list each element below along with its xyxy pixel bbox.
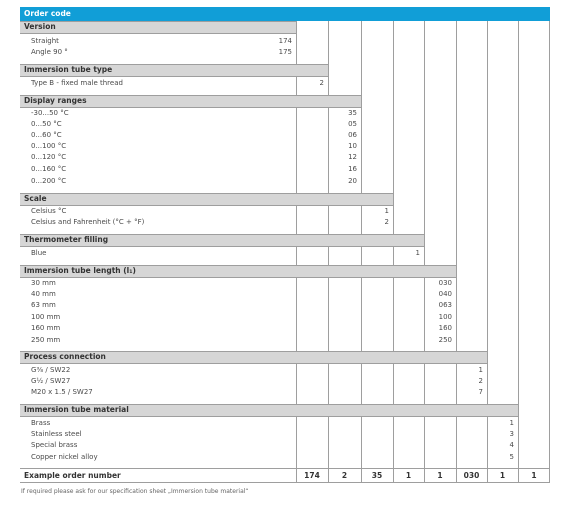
section-header-thermometer-filling: Thermometer filling bbox=[20, 234, 424, 246]
option-label: -30...50 °C bbox=[31, 109, 69, 117]
column-rule bbox=[393, 21, 394, 482]
option-code: 5 bbox=[509, 453, 514, 461]
option-code: 4 bbox=[509, 441, 514, 449]
option-label: Blue bbox=[31, 249, 47, 257]
option-code: 7 bbox=[478, 388, 483, 396]
column-rule bbox=[518, 21, 519, 482]
section-header-immersion-tube-type: Immersion tube type bbox=[20, 64, 328, 76]
option-code: 05 bbox=[348, 120, 357, 128]
section-header-display-ranges: Display ranges bbox=[20, 95, 361, 107]
column-rule bbox=[456, 21, 457, 482]
option-label: 0...120 °C bbox=[31, 153, 67, 161]
example-code-cell: 1 bbox=[437, 471, 443, 480]
option-code: 174 bbox=[278, 37, 292, 45]
option-label: 0...160 °C bbox=[31, 165, 67, 173]
section-rule bbox=[20, 193, 393, 194]
footnote: If required please ask for our specifica… bbox=[21, 488, 249, 495]
section-rule bbox=[20, 363, 487, 364]
option-label: Stainless steel bbox=[31, 430, 82, 438]
option-code: 063 bbox=[438, 301, 452, 309]
option-code: 040 bbox=[438, 290, 452, 298]
option-label: 30 mm bbox=[31, 279, 56, 287]
option-code: 250 bbox=[438, 336, 452, 344]
example-code-cell: 030 bbox=[463, 471, 480, 480]
option-code: 160 bbox=[438, 324, 452, 332]
option-label: 0...200 °C bbox=[31, 177, 67, 185]
example-code-cell: 1 bbox=[499, 471, 506, 480]
option-code: 030 bbox=[438, 279, 452, 287]
option-label: M20 x 1.5 / SW27 bbox=[31, 388, 93, 396]
option-label: Brass bbox=[31, 419, 51, 427]
section-rule bbox=[20, 95, 361, 96]
option-label: G½ / SW27 bbox=[31, 377, 71, 385]
option-label: 0...100 °C bbox=[31, 142, 67, 150]
section-rule bbox=[20, 234, 424, 235]
option-label: Celsius °C bbox=[31, 207, 67, 215]
option-label: 250 mm bbox=[31, 336, 61, 344]
option-code: 1 bbox=[415, 249, 420, 257]
option-code: 1 bbox=[384, 207, 389, 215]
option-label: 0...50 °C bbox=[31, 120, 62, 128]
example-code-cell: 1 bbox=[531, 471, 537, 480]
option-label: Special brass bbox=[31, 441, 78, 449]
section-rule bbox=[20, 76, 328, 77]
column-rule bbox=[296, 21, 297, 482]
section-rule bbox=[20, 416, 518, 417]
column-rule bbox=[328, 21, 329, 482]
example-code-cell: 2 bbox=[341, 471, 348, 480]
option-code: 16 bbox=[348, 165, 357, 173]
example-row-top-rule bbox=[20, 468, 550, 469]
option-code: 1 bbox=[509, 419, 514, 427]
column-rule bbox=[424, 21, 425, 482]
example-row-bottom-rule bbox=[20, 482, 550, 483]
column-rule bbox=[361, 21, 362, 482]
option-code: 100 bbox=[438, 313, 452, 321]
option-label: 40 mm bbox=[31, 290, 56, 298]
section-header-process-connection: Process connection bbox=[20, 351, 487, 363]
section-header-version: Version bbox=[20, 21, 296, 33]
option-code: 2 bbox=[384, 218, 389, 226]
section-rule bbox=[20, 21, 296, 22]
section-rule bbox=[20, 265, 456, 266]
option-label: Celsius and Fahrenheit (°C + °F) bbox=[31, 218, 145, 226]
section-rule bbox=[20, 246, 424, 247]
order-code-table: Order code Version Straight 174 Angle 90 ° 17… bbox=[20, 7, 550, 484]
order-code-header: Order code bbox=[20, 7, 550, 21]
option-label: 100 mm bbox=[31, 313, 61, 321]
section-header-immersion-tube-material: Immersion tube material bbox=[20, 404, 518, 416]
section-rule bbox=[20, 404, 518, 405]
section-header-scale: Scale bbox=[20, 193, 393, 205]
section-rule bbox=[20, 33, 296, 34]
option-label: 0...60 °C bbox=[31, 131, 62, 139]
section-rule bbox=[20, 205, 393, 206]
option-label: G⅜ / SW22 bbox=[31, 366, 71, 374]
option-code: 2 bbox=[319, 79, 324, 87]
section-header-immersion-tube-length: Immersion tube length (l₁) bbox=[20, 265, 456, 277]
example-order-label: Example order number bbox=[24, 471, 121, 480]
section-rule bbox=[20, 64, 328, 65]
option-code: 2 bbox=[478, 377, 483, 385]
option-code: 12 bbox=[348, 153, 357, 161]
option-label: 160 mm bbox=[31, 324, 61, 332]
option-label: Straight bbox=[31, 37, 59, 45]
section-rule bbox=[20, 277, 456, 278]
option-label: Angle 90 ° bbox=[31, 48, 68, 56]
option-code: 20 bbox=[348, 177, 357, 185]
option-code: 06 bbox=[348, 131, 357, 139]
section-rule bbox=[20, 351, 487, 352]
option-label: 63 mm bbox=[31, 301, 56, 309]
option-code: 10 bbox=[348, 142, 357, 150]
example-code-cell: 35 bbox=[371, 471, 383, 480]
option-code: 1 bbox=[478, 366, 483, 374]
option-label: Copper nickel alloy bbox=[31, 453, 98, 461]
section-rule bbox=[20, 107, 361, 108]
option-code: 175 bbox=[278, 48, 292, 56]
column-rule bbox=[549, 21, 550, 482]
option-code: 35 bbox=[348, 109, 357, 117]
column-rule bbox=[487, 21, 488, 482]
option-code: 3 bbox=[509, 430, 514, 438]
example-code-cell: 1 bbox=[405, 471, 412, 480]
example-code-cell: 174 bbox=[304, 471, 320, 480]
option-label: Type B - fixed male thread bbox=[31, 79, 123, 87]
